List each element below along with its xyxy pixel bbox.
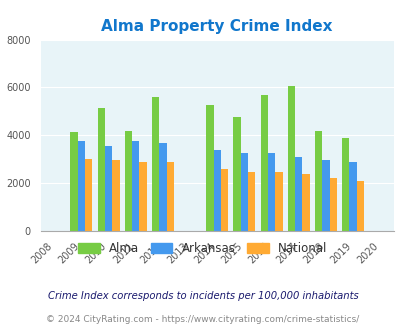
Text: © 2024 CityRating.com - https://www.cityrating.com/crime-statistics/: © 2024 CityRating.com - https://www.city… [46,315,359,324]
Bar [85,159,92,231]
Bar [329,178,336,231]
Bar [314,130,322,231]
Legend: Alma, Arkansas, National: Alma, Arkansas, National [74,237,331,260]
Bar [341,138,349,231]
Bar [206,105,213,231]
Bar [159,143,166,231]
Bar [275,172,282,231]
Bar [287,86,294,231]
Bar [166,162,173,231]
Bar [220,169,228,231]
Bar [260,95,267,231]
Bar [97,108,104,231]
Bar [104,146,112,231]
Bar [213,150,220,231]
Bar [77,141,85,231]
Bar [240,153,247,231]
Bar [302,174,309,231]
Bar [322,160,329,231]
Bar [112,160,119,231]
Bar [70,132,77,231]
Title: Alma Property Crime Index: Alma Property Crime Index [101,19,332,34]
Bar [132,141,139,231]
Bar [124,130,132,231]
Bar [356,181,363,231]
Bar [349,162,356,231]
Bar [247,172,255,231]
Bar [233,117,240,231]
Bar [294,157,302,231]
Bar [267,153,275,231]
Bar [151,97,159,231]
Text: Crime Index corresponds to incidents per 100,000 inhabitants: Crime Index corresponds to incidents per… [47,291,358,301]
Bar [139,162,146,231]
